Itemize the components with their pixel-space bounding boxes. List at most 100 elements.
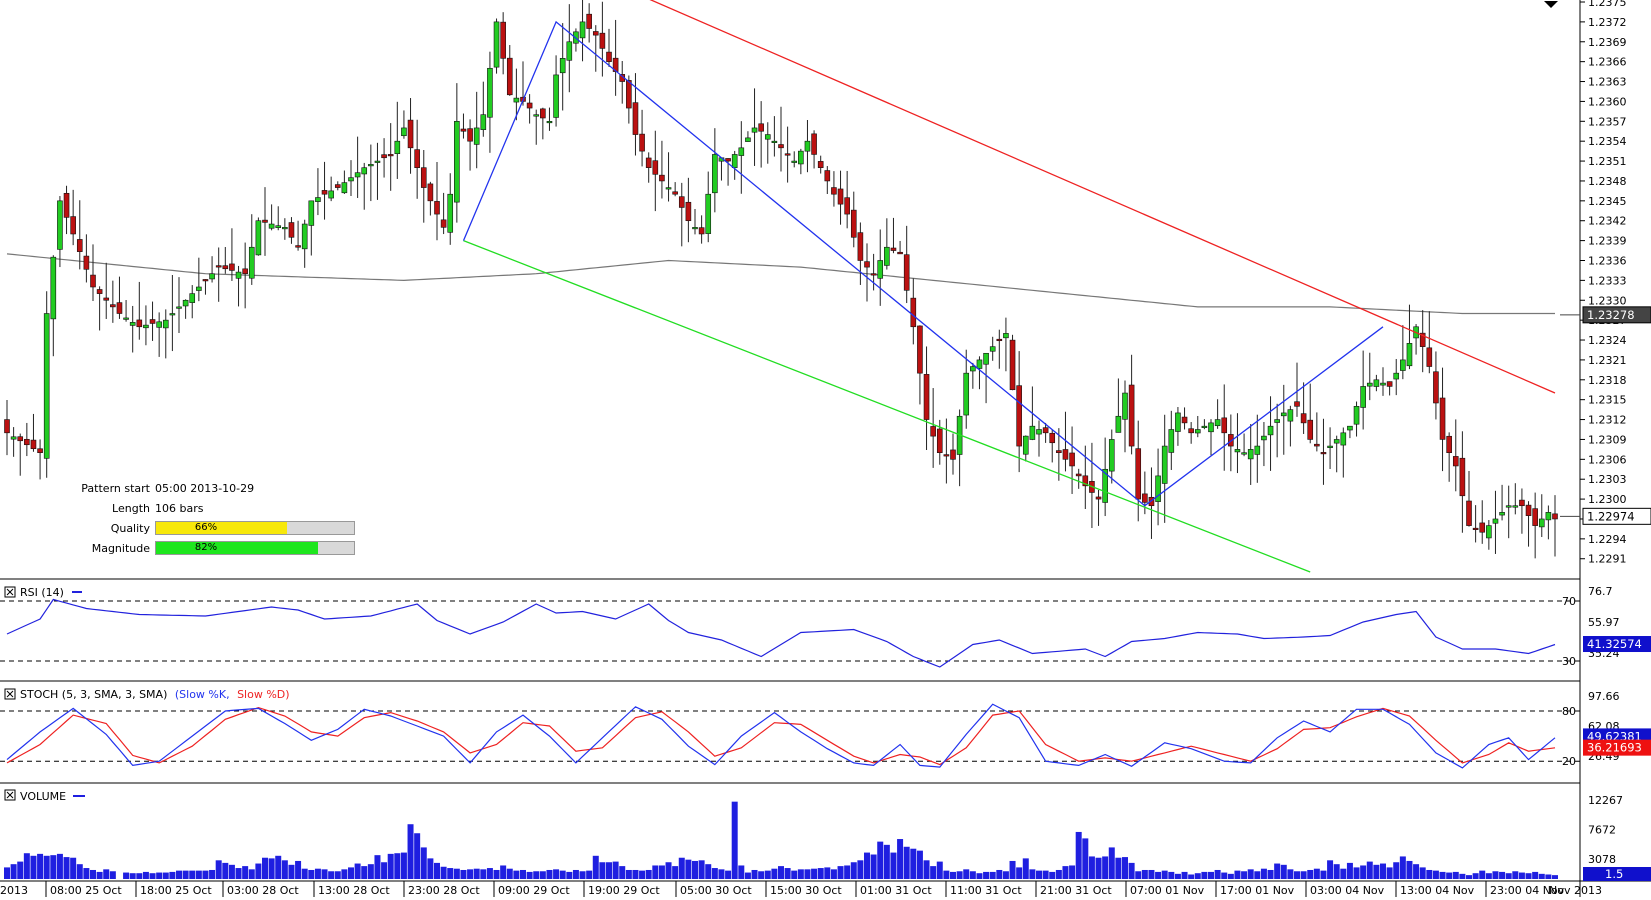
time-axis-label: 01:00 31 Oct (860, 884, 932, 897)
bear-candle (1426, 347, 1433, 367)
volume-bar (162, 872, 169, 879)
bull-candle (751, 127, 758, 133)
bear-candle (778, 144, 784, 149)
volume-bar (890, 852, 897, 879)
volume-bar (566, 871, 573, 879)
volume-bar (513, 870, 520, 879)
bull-candle (1168, 429, 1175, 453)
volume-bar (1346, 862, 1353, 879)
scroll-marker-icon[interactable] (1544, 1, 1558, 8)
volume-bar (235, 868, 242, 879)
bear-candle (414, 149, 420, 168)
bull-candle (1214, 419, 1221, 427)
volume-bar (764, 870, 771, 879)
volume-bar (1307, 869, 1314, 879)
volume-bar (301, 868, 308, 879)
volume-bar (348, 867, 354, 879)
volume-bar (778, 866, 784, 879)
volume-bar (1260, 868, 1267, 879)
bear-candle (1532, 508, 1538, 526)
bull-candle (308, 200, 315, 226)
bear-candle (1452, 456, 1459, 467)
bear-candle (890, 247, 897, 251)
volume-bar (228, 864, 235, 879)
rsi-level-label: 70 (1562, 595, 1576, 608)
volume-bar (1327, 860, 1334, 879)
bear-candle (910, 297, 917, 328)
bear-candle (30, 439, 37, 450)
stoch-title: STOCH (5, 3, SMA, 3, SMA) (Slow %K, Slow… (20, 688, 290, 701)
volume-bar (156, 872, 163, 879)
bear-candle (381, 154, 387, 159)
volume-bar (1168, 871, 1175, 879)
volume-bar (665, 862, 672, 879)
bear-candle (1472, 527, 1479, 530)
bear-candle (1221, 417, 1228, 434)
volume-bar (969, 871, 976, 879)
bear-candle (229, 263, 235, 271)
time-axis-label: 07:00 01 Nov (1130, 884, 1205, 897)
last-price-label: 1.22974 (1587, 509, 1635, 523)
volume-bar (1201, 871, 1208, 879)
price-tick-label: 1.2300 (1588, 493, 1627, 506)
volume-bar (1366, 861, 1373, 879)
rsi-line (6, 598, 1556, 668)
volume-bar (328, 871, 335, 879)
bear-candle (903, 254, 910, 291)
volume-bar (222, 862, 229, 879)
volume-bar (1479, 870, 1486, 879)
stoch-d-value-label: 36.21693 (1587, 741, 1642, 755)
bull-candle (143, 324, 149, 329)
bear-candle (917, 325, 923, 374)
bull-candle (976, 359, 983, 369)
bull-candle (1512, 505, 1519, 508)
bull-candle (1360, 386, 1366, 408)
price-tick-label: 1.2321 (1588, 354, 1627, 367)
bear-candle (1466, 500, 1472, 526)
stoch-slow-k-line (6, 703, 1556, 769)
bear-candle (1314, 443, 1320, 447)
bear-candle (811, 133, 817, 155)
bull-candle (255, 220, 262, 256)
volume-bar (658, 865, 665, 879)
stoch-collapse-icon-stroke2 (6, 690, 14, 698)
bull-candle (804, 140, 811, 152)
volume-bar (1432, 870, 1439, 879)
volume-bar (1214, 869, 1221, 879)
bear-candle (222, 265, 229, 270)
bear-candle (1042, 427, 1049, 434)
volume-bar (1135, 871, 1142, 879)
bear-candle (149, 319, 156, 324)
volume-title: VOLUME (20, 790, 66, 803)
volume-bar (824, 867, 831, 879)
volume-bar (1254, 871, 1261, 879)
volume-bar (182, 870, 189, 879)
volume-bar (1016, 867, 1023, 879)
candles-layer (4, 0, 1558, 559)
volume-bar (731, 801, 738, 879)
bear-candle (857, 232, 864, 261)
bull-candle (162, 319, 169, 329)
volume-bar (632, 869, 639, 879)
bear-candle (215, 265, 222, 268)
bull-candle (1234, 449, 1241, 453)
volume-bar (202, 870, 209, 879)
volume-bar (506, 868, 513, 879)
volume-bar (1287, 869, 1294, 879)
volume-bar (341, 869, 348, 879)
bear-candle (1188, 428, 1194, 434)
volume-bar (1002, 871, 1009, 879)
volume-bar (791, 870, 798, 879)
bear-candle (1062, 449, 1069, 460)
volume-bar (90, 869, 96, 879)
volume-bar (744, 872, 751, 879)
bear-candle (334, 184, 341, 188)
volume-bar (480, 869, 487, 879)
price-tick-label: 1.2303 (1588, 473, 1627, 486)
volume-bar (956, 871, 963, 879)
volume-bar (1393, 862, 1400, 879)
rsi-tick-label: 55.97 (1588, 616, 1620, 629)
bull-candle (1201, 425, 1208, 428)
bear-candle (427, 183, 434, 202)
volume-bar (1552, 875, 1558, 879)
